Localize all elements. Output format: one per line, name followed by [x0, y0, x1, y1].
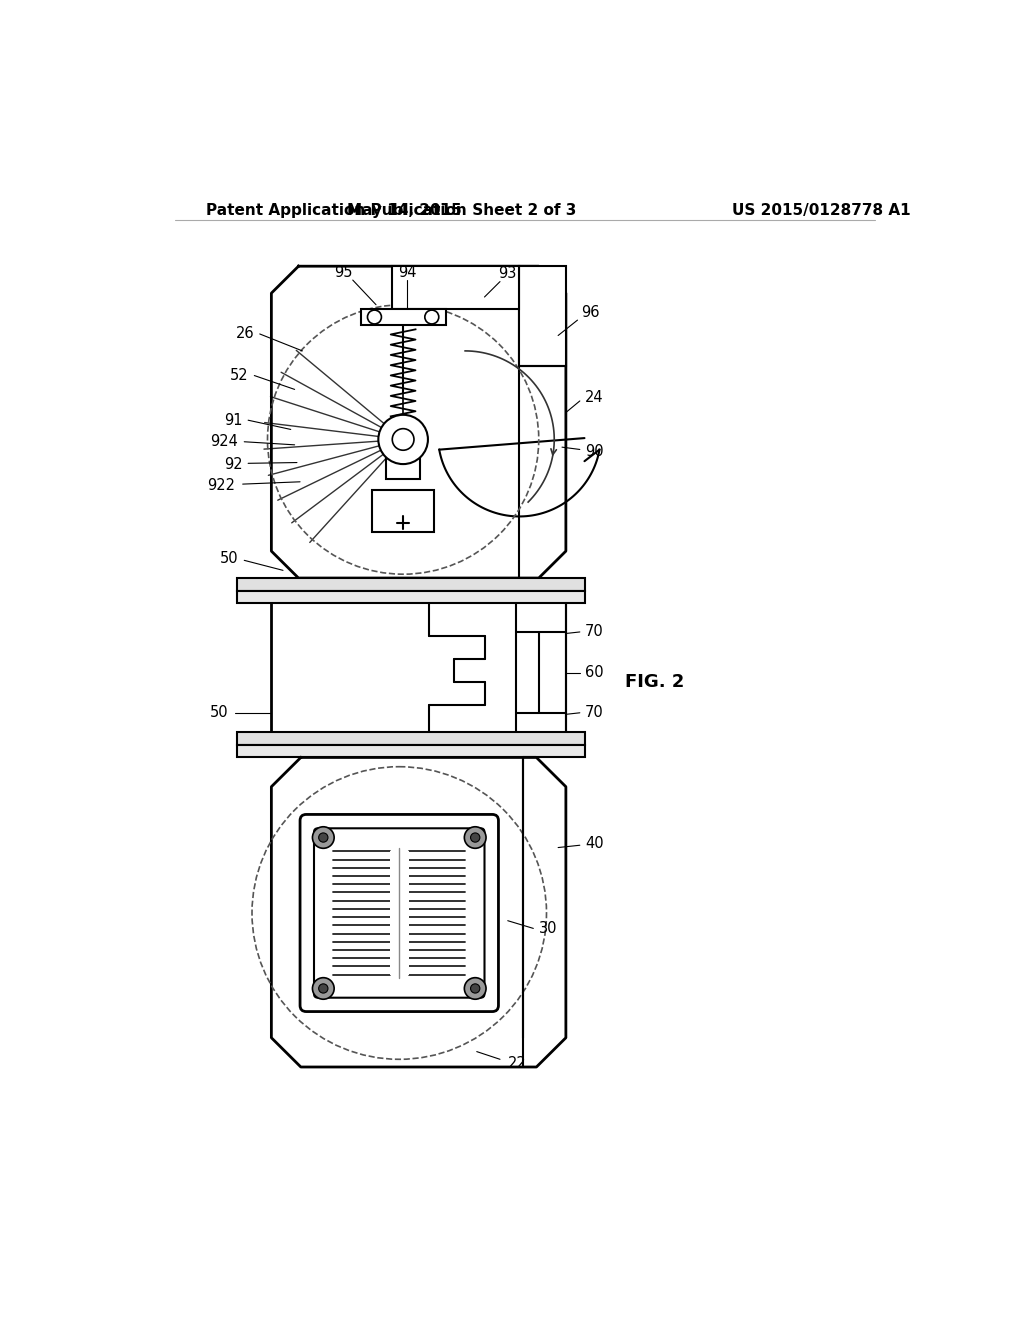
Text: 52: 52 — [229, 368, 248, 383]
Circle shape — [471, 983, 480, 993]
Text: 50: 50 — [219, 552, 238, 566]
Bar — [237, 733, 586, 744]
Text: 91: 91 — [224, 413, 243, 428]
Circle shape — [368, 310, 381, 323]
Bar — [372, 490, 434, 532]
Text: May 14, 2015  Sheet 2 of 3: May 14, 2015 Sheet 2 of 3 — [346, 203, 575, 218]
Text: 24: 24 — [586, 389, 604, 405]
Text: FIG. 2: FIG. 2 — [626, 673, 685, 690]
Text: US 2015/0128778 A1: US 2015/0128778 A1 — [732, 203, 911, 218]
Text: 96: 96 — [582, 305, 600, 319]
Text: Patent Application Publication: Patent Application Publication — [206, 203, 466, 218]
Bar — [237, 591, 586, 603]
Text: 22: 22 — [508, 1056, 526, 1071]
Bar — [237, 578, 586, 591]
Text: 70: 70 — [586, 705, 604, 721]
Text: 30: 30 — [539, 921, 557, 936]
Bar — [391, 267, 519, 309]
Text: 922: 922 — [207, 478, 234, 494]
Circle shape — [464, 978, 486, 999]
Text: 60: 60 — [586, 665, 604, 680]
Text: 90: 90 — [586, 444, 604, 458]
Circle shape — [425, 310, 438, 323]
Text: 92: 92 — [224, 457, 243, 473]
Bar — [390, 851, 409, 974]
Circle shape — [392, 429, 414, 450]
Text: 95: 95 — [334, 265, 352, 280]
Text: 94: 94 — [397, 265, 416, 280]
Bar — [519, 267, 566, 367]
Circle shape — [312, 978, 334, 999]
Circle shape — [464, 826, 486, 849]
Circle shape — [378, 414, 428, 465]
Bar — [237, 744, 586, 758]
Circle shape — [318, 983, 328, 993]
Bar — [386, 425, 420, 479]
FancyBboxPatch shape — [300, 814, 499, 1011]
Text: 93: 93 — [499, 267, 517, 281]
Text: 40: 40 — [586, 836, 604, 851]
Circle shape — [471, 833, 480, 842]
Circle shape — [318, 833, 328, 842]
Text: 70: 70 — [586, 624, 604, 639]
Text: 50: 50 — [210, 705, 228, 721]
Text: 26: 26 — [236, 326, 254, 342]
Circle shape — [312, 826, 334, 849]
Bar — [360, 309, 445, 326]
Text: 924: 924 — [210, 434, 238, 449]
FancyBboxPatch shape — [314, 829, 484, 998]
